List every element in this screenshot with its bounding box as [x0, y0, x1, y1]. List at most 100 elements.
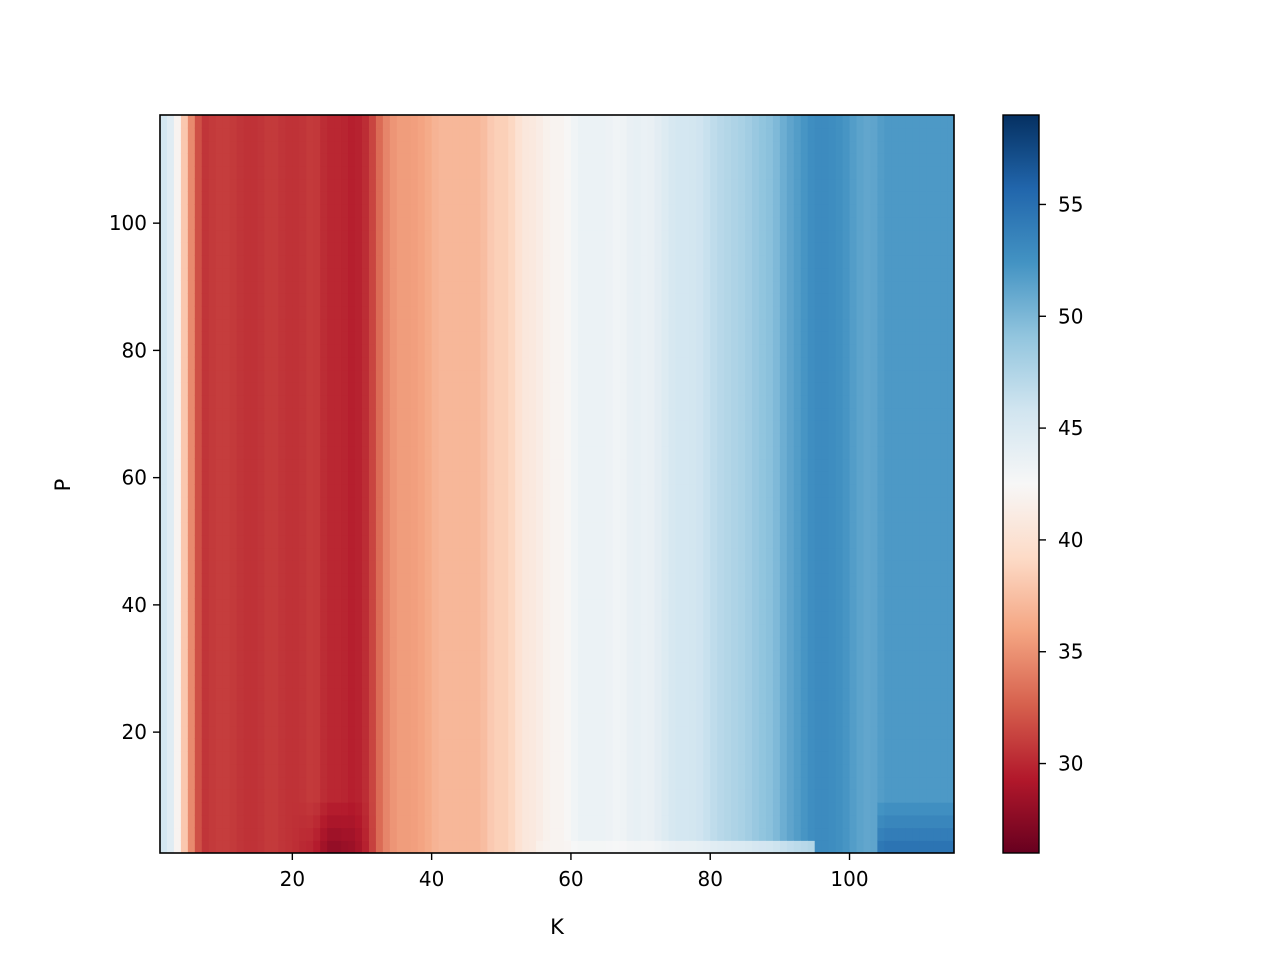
heatmap-cell	[375, 356, 384, 371]
heatmap-cell	[689, 115, 697, 129]
heatmap-cell	[480, 433, 488, 447]
heatmap-cell	[348, 318, 356, 332]
heatmap-cell	[194, 356, 203, 371]
heatmap-cell	[292, 267, 300, 282]
heatmap-cell	[285, 522, 293, 536]
heatmap-cell	[229, 649, 238, 663]
heatmap-cell	[563, 662, 572, 676]
heatmap-cell	[466, 471, 475, 485]
heatmap-cell	[731, 433, 739, 447]
heatmap-cell	[396, 789, 405, 803]
heatmap-cell	[563, 267, 572, 282]
heatmap-cell	[696, 547, 704, 561]
heatmap-cell	[445, 534, 454, 549]
heatmap-cell	[306, 649, 314, 663]
heatmap-cell	[431, 636, 440, 651]
heatmap-cell	[724, 115, 732, 129]
heatmap-cell	[696, 382, 704, 396]
heatmap-cell	[160, 751, 168, 765]
heatmap-cell	[543, 484, 551, 498]
heatmap-cell	[166, 662, 175, 676]
heatmap-cell	[515, 254, 523, 269]
heatmap-cell	[299, 840, 307, 853]
heatmap-cell	[654, 662, 663, 676]
heatmap-cell	[696, 573, 704, 587]
heatmap-cell	[536, 178, 544, 192]
heatmap-cell	[487, 433, 495, 447]
heatmap-cell	[682, 496, 690, 511]
heatmap-cell	[348, 178, 356, 192]
heatmap-cell	[675, 140, 683, 154]
heatmap-cell	[285, 382, 293, 396]
heatmap-cell	[487, 458, 495, 472]
heatmap-cell	[515, 573, 523, 587]
heatmap-cell	[208, 369, 217, 383]
heatmap-cell	[724, 687, 732, 701]
heatmap-cell	[696, 827, 704, 841]
heatmap-cell	[396, 585, 405, 600]
heatmap-cell	[752, 433, 760, 447]
heatmap-cell	[710, 636, 718, 651]
heatmap-cell	[752, 509, 760, 523]
heatmap-cell	[250, 318, 259, 332]
heatmap-cell	[424, 738, 433, 752]
heatmap-cell	[466, 522, 475, 536]
heatmap-cell	[563, 471, 572, 485]
heatmap-cell	[341, 356, 349, 371]
heatmap-cell	[417, 305, 426, 320]
heatmap-cell	[173, 611, 182, 625]
heatmap-cell	[557, 827, 565, 841]
heatmap-cell	[647, 814, 656, 829]
heatmap-cell	[327, 560, 335, 574]
heatmap-cell	[348, 674, 356, 689]
heatmap-cell	[724, 496, 732, 511]
heatmap-cell	[647, 738, 656, 752]
heatmap-cell	[327, 776, 335, 790]
heatmap-cell	[529, 293, 537, 307]
heatmap-cell	[626, 496, 635, 511]
heatmap-cell	[557, 445, 565, 460]
heatmap-cell	[313, 496, 321, 511]
heatmap-cell	[515, 776, 523, 790]
heatmap-cell	[285, 827, 293, 841]
heatmap-cell	[717, 751, 725, 765]
heatmap-cell	[382, 713, 391, 727]
heatmap-cell	[424, 496, 433, 511]
heatmap-cell	[522, 738, 530, 752]
heatmap-cell	[724, 407, 732, 421]
heatmap-cell	[452, 662, 461, 676]
heatmap-cell	[675, 445, 683, 460]
heatmap-cell	[201, 115, 210, 129]
heatmap-cell	[292, 191, 300, 205]
heatmap-cell	[661, 242, 670, 256]
heatmap-cell	[166, 496, 175, 511]
heatmap-cell	[264, 267, 273, 282]
heatmap-cell	[368, 115, 377, 129]
heatmap-cell	[473, 445, 481, 460]
heatmap-cell	[424, 407, 433, 421]
heatmap-cell	[180, 127, 189, 142]
heatmap-cell	[745, 700, 753, 714]
heatmap-cell	[285, 789, 293, 803]
heatmap-cell	[201, 789, 210, 803]
heatmap-cell	[278, 649, 286, 663]
heatmap-cell	[605, 305, 614, 320]
heatmap-cell	[285, 293, 293, 307]
heatmap-cell	[591, 662, 600, 676]
heatmap-cell	[271, 305, 280, 320]
heatmap-cell	[584, 763, 593, 778]
heatmap-cell	[466, 344, 475, 358]
heatmap-cell	[717, 802, 725, 816]
heatmap-cell	[243, 140, 252, 154]
heatmap-cell	[515, 662, 523, 676]
heatmap-cell	[355, 433, 363, 447]
heatmap-cell	[724, 560, 732, 574]
heatmap-cell	[626, 191, 635, 205]
heatmap-cell	[738, 458, 746, 472]
heatmap-cell	[355, 814, 363, 829]
heatmap-cell	[306, 293, 314, 307]
heatmap-cell	[389, 445, 398, 460]
heatmap-cell	[341, 522, 349, 536]
heatmap-cell	[612, 293, 621, 307]
heatmap-cell	[160, 585, 168, 600]
